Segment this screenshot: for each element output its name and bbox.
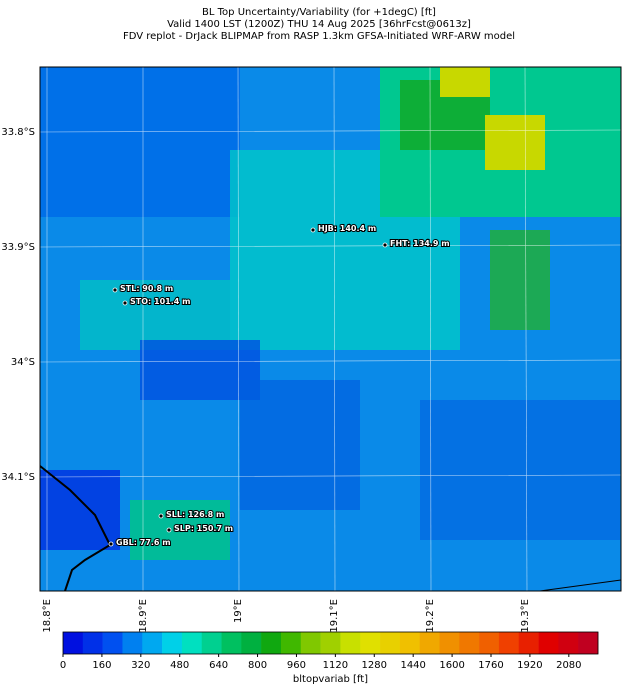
colorbar-swatch [558, 632, 579, 654]
colorbar-tick-label: 960 [287, 660, 306, 671]
colorbar-tick-label: 1280 [362, 660, 387, 671]
colorbar-swatch [439, 632, 460, 654]
colorbar-tick-label: 1920 [517, 660, 542, 671]
colorbar-tick-label: 0 [60, 660, 66, 671]
station-dot [112, 287, 118, 293]
colorbar-swatch [360, 632, 381, 654]
colorbar-swatch [201, 632, 222, 654]
lon-label: 19.3°E [520, 599, 531, 633]
colorbar-swatch [320, 632, 341, 654]
map-frame [39, 66, 622, 592]
colorbar-swatch [340, 632, 361, 654]
title-line: FDV replot - DrJack BLIPMAP from RASP 1.… [123, 31, 515, 42]
colorbar-tick-label: 320 [131, 660, 150, 671]
colorbar-swatch [399, 632, 420, 654]
colorbar-swatch [459, 632, 480, 654]
colorbar-tick-label: 160 [92, 660, 111, 671]
station-dot [310, 227, 316, 233]
station-label: STL: 90.8 m [120, 284, 173, 293]
map-field [40, 67, 621, 591]
station-label: FHT: 134.9 m [390, 239, 450, 248]
title-line: Valid 1400 LST (1200Z) THU 14 Aug 2025 [… [167, 19, 471, 30]
title-line: BL Top Uncertainty/Variability (for +1de… [202, 7, 436, 18]
lon-label: 19.2°E [425, 599, 436, 633]
station-dot [122, 300, 128, 306]
colorbar-tick-label: 480 [170, 660, 189, 671]
colorbar-tick-label: 800 [248, 660, 267, 671]
station-dot [158, 513, 164, 519]
colorbar-swatch [479, 632, 500, 654]
colorbar-tick-label: 640 [209, 660, 228, 671]
colorbar-tick-label: 1120 [323, 660, 348, 671]
lon-label: 19°E [233, 599, 244, 623]
colorbar-swatch [241, 632, 262, 654]
station-label: GBL: 77.6 m [116, 538, 171, 547]
lat-label: 34.1°S [1, 472, 35, 483]
colorbar-swatch [261, 632, 282, 654]
station-label: HJB: 140.4 m [318, 224, 376, 233]
lon-label: 19.1°E [329, 599, 340, 633]
colorbar-tick-label: 1760 [478, 660, 503, 671]
station-label: SLP: 150.7 m [174, 524, 233, 533]
lat-label: 33.9°S [1, 242, 35, 253]
colorbar-swatch [122, 632, 143, 654]
colorbar-swatch [162, 632, 183, 654]
station-dot [108, 541, 114, 547]
colorbar-swatch [498, 632, 520, 654]
colorbar-swatch [300, 632, 321, 654]
colorbar-swatch [419, 632, 440, 654]
station-label: STO: 101.4 m [130, 297, 190, 306]
colorbar-swatch [63, 632, 84, 654]
lon-label: 18.9°E [138, 599, 149, 633]
lat-label: 34°S [11, 357, 35, 368]
colorbar-swatch [142, 632, 163, 654]
colorbar-tick-label: 1600 [439, 660, 464, 671]
lon-label: 18.8°E [42, 599, 53, 633]
colorbar-label: bltopvariab [ft] [293, 674, 368, 685]
colorbar-tick-label: 2080 [556, 660, 581, 671]
station-label: SLL: 126.8 m [166, 510, 224, 519]
colorbar-swatch [82, 632, 103, 654]
colorbar-swatch [102, 632, 123, 654]
lat-label: 33.8°S [1, 127, 35, 138]
colorbar-swatch [280, 632, 302, 654]
colorbar-swatch [221, 632, 242, 654]
colorbar-swatch [380, 632, 401, 654]
station-dot [382, 242, 388, 248]
colorbar-tick-label: 1440 [400, 660, 425, 671]
colorbar-swatch [578, 632, 599, 654]
colorbar-swatch [181, 632, 203, 654]
colorbar-swatch [538, 632, 559, 654]
colorbar-swatch [518, 632, 539, 654]
colorbar-frame [62, 631, 599, 655]
station-dot [166, 527, 172, 533]
